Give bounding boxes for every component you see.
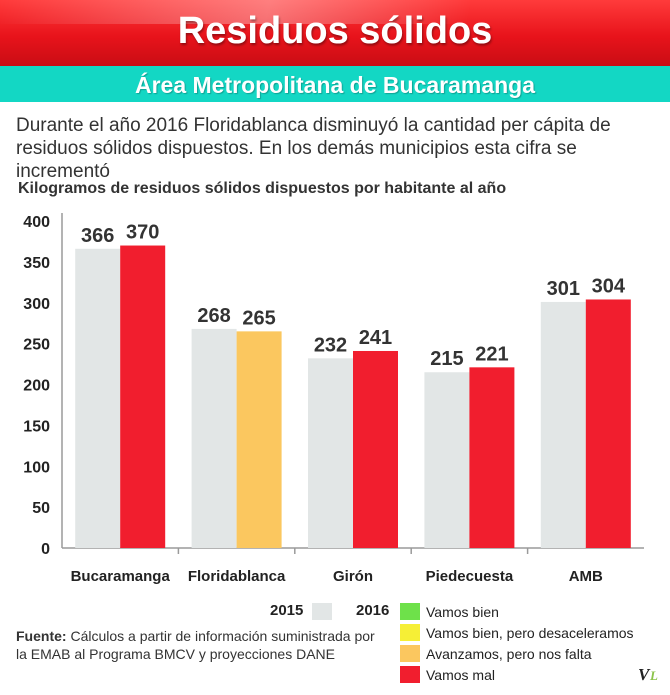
legend-vamos-bien-swatch bbox=[400, 603, 420, 620]
y-tick-label: 300 bbox=[23, 296, 50, 313]
category-label: Floridablanca bbox=[188, 568, 286, 585]
bar-2015 bbox=[75, 248, 121, 549]
bar-2016 bbox=[585, 299, 631, 548]
y-tick-label: 150 bbox=[23, 418, 50, 435]
data-label-2015: 268 bbox=[197, 305, 230, 327]
category-label: Bucaramanga bbox=[71, 568, 171, 585]
data-label-2016: 241 bbox=[359, 327, 392, 349]
logo-l: L bbox=[650, 668, 658, 683]
legend-vamos-bien-label: Vamos bien bbox=[426, 604, 499, 620]
logo-v: V bbox=[638, 665, 650, 684]
description-text: Durante el año 2016 Floridablanca dismin… bbox=[16, 115, 611, 182]
bar-2015 bbox=[424, 372, 470, 548]
data-label-2015: 232 bbox=[314, 334, 347, 356]
data-label-2016: 304 bbox=[592, 275, 626, 297]
source-note: Fuente: Cálculos a partir de información… bbox=[16, 627, 386, 663]
bar-2015 bbox=[191, 328, 237, 548]
category-label: Piedecuesta bbox=[426, 568, 514, 585]
data-label-2016: 370 bbox=[126, 222, 159, 244]
y-tick-label: 350 bbox=[23, 255, 50, 272]
y-tick-label: 200 bbox=[23, 378, 50, 395]
data-label-2015: 366 bbox=[81, 225, 114, 247]
legend-2016-label: 2016 bbox=[356, 602, 390, 619]
legend-desaceleramos-label: Vamos bien, pero desaceleramos bbox=[426, 625, 634, 641]
page-title: Residuos sólidos bbox=[177, 10, 493, 52]
data-label-2015: 301 bbox=[547, 278, 580, 300]
y-tick-label: 50 bbox=[32, 500, 50, 517]
legend-vamos-mal-label: Vamos mal bbox=[426, 667, 495, 683]
subtitle-banner: Área Metropolitana de Bucaramanga bbox=[0, 66, 670, 102]
legend-2015-swatch bbox=[312, 603, 332, 620]
chart-heading: Kilogramos de residuos sólidos dispuesto… bbox=[18, 180, 507, 197]
data-label-2016: 221 bbox=[475, 343, 508, 365]
source-text: Cálculos a partir de información suminis… bbox=[16, 628, 375, 662]
legend-desaceleramos-swatch bbox=[400, 624, 420, 641]
bar-2016 bbox=[353, 350, 398, 548]
legend-vamos-mal-swatch bbox=[400, 666, 420, 683]
brand-logo: V L bbox=[638, 665, 662, 687]
y-tick-label: 100 bbox=[23, 459, 50, 476]
legend-nos-falta-swatch bbox=[400, 645, 420, 662]
bar-2016 bbox=[469, 367, 515, 548]
page-subtitle: Área Metropolitana de Bucaramanga bbox=[134, 72, 536, 98]
y-tick-label: 400 bbox=[23, 214, 50, 231]
bar-2016 bbox=[236, 331, 282, 548]
bar-2016 bbox=[120, 245, 166, 548]
legend-nos-falta-label: Avanzamos, pero nos falta bbox=[426, 646, 592, 662]
bar-chart: 0 50 100 150 200 250 300 350 400 366 370 Bucaramang… bbox=[23, 213, 644, 585]
category-label: Girón bbox=[333, 568, 373, 585]
category-label: AMB bbox=[569, 568, 603, 585]
legend-2015-label: 2015 bbox=[270, 602, 304, 619]
bar-2015 bbox=[540, 301, 586, 548]
source-label: Fuente: bbox=[16, 628, 67, 644]
bar-2015 bbox=[308, 358, 353, 548]
data-label-2016: 265 bbox=[242, 307, 275, 329]
title-banner: Residuos sólidos bbox=[0, 0, 670, 66]
y-tick-label: 0 bbox=[41, 541, 50, 558]
y-tick-label: 250 bbox=[23, 337, 50, 354]
data-label-2015: 215 bbox=[430, 348, 463, 370]
